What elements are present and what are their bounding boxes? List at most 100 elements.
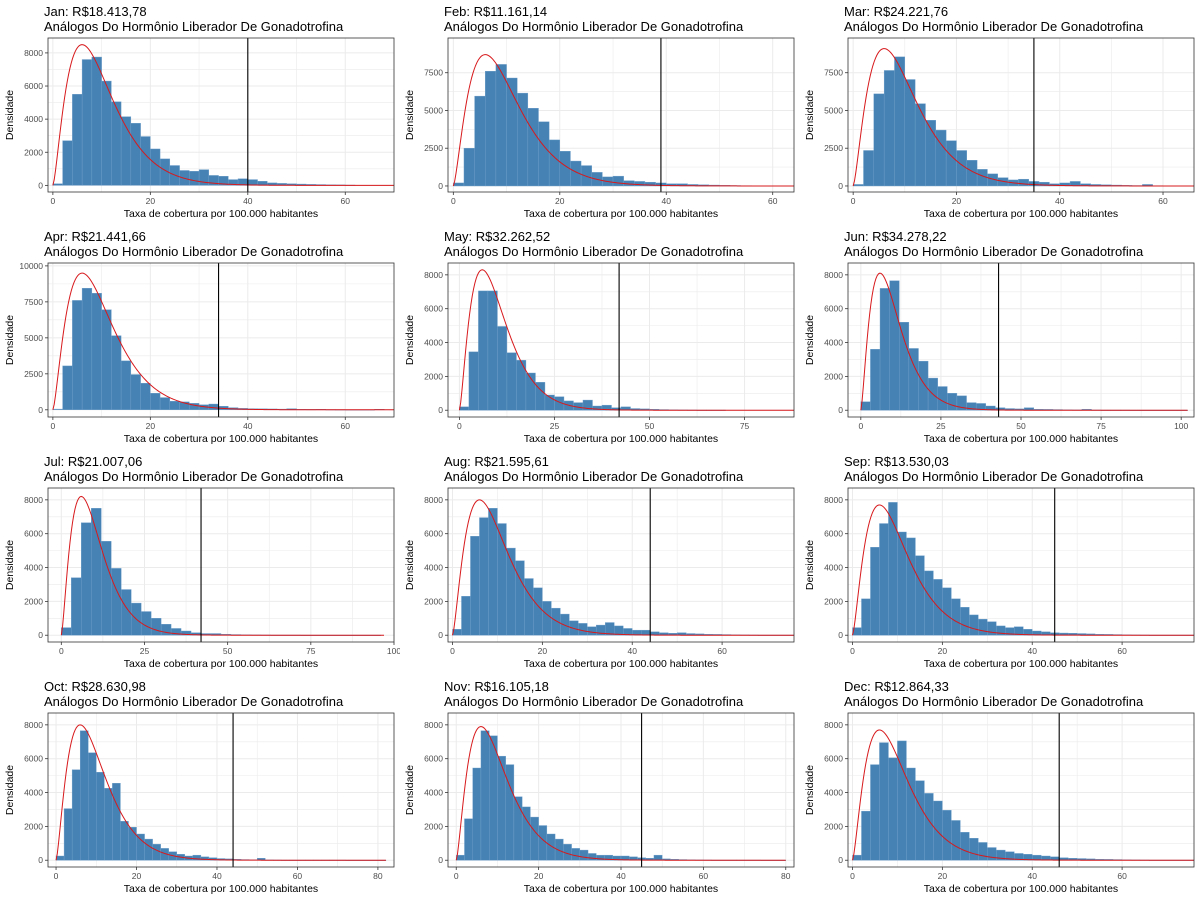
y-tick-label: 0: [38, 630, 43, 640]
y-axis-label: Densidade: [4, 540, 16, 590]
histogram-bar: [104, 788, 113, 861]
histogram-bar: [897, 740, 907, 861]
chart-title: Apr: R$21.441,66: [44, 229, 146, 244]
histogram-bar: [560, 613, 570, 636]
histogram-bar: [62, 365, 73, 411]
histogram-bars: [852, 740, 1195, 861]
y-tick-label: 4000: [24, 788, 43, 798]
histogram-bar: [548, 139, 560, 187]
y-tick-label: 7500: [24, 297, 43, 307]
histogram-bar: [111, 568, 122, 636]
histogram-bar: [136, 833, 145, 861]
y-tick-label: 2500: [424, 143, 443, 153]
y-tick-label: 2000: [424, 821, 443, 831]
y-tick-label: 8000: [24, 48, 43, 58]
histogram-bar: [924, 793, 934, 861]
x-tick-label: 20: [538, 646, 548, 656]
density-curve: [60, 495, 385, 636]
y-tick-label: 8000: [24, 495, 43, 505]
histogram-bar: [888, 757, 898, 861]
histogram-bar: [472, 767, 482, 861]
histogram-bar: [554, 838, 564, 861]
histogram-bar: [497, 326, 508, 411]
y-tick-label: 0: [438, 855, 443, 865]
chart-title: Jul: R$21.007,06: [44, 454, 142, 469]
histogram-bar: [960, 832, 970, 861]
y-tick-label: 0: [838, 855, 843, 865]
y-tick-label: 6000: [824, 529, 843, 539]
histogram-bar: [879, 288, 890, 411]
x-tick-label: 80: [781, 871, 791, 881]
y-tick-label: 4000: [824, 338, 843, 348]
histogram-bar: [969, 838, 979, 861]
histogram-bar: [63, 808, 73, 861]
histogram-bar: [987, 621, 997, 636]
plot-border: [847, 487, 1195, 643]
y-axis-label: Densidade: [404, 315, 416, 365]
chart-subtitle: Análogos Do Hormônio Liberador De Gonado…: [44, 469, 344, 484]
histogram-bar: [506, 352, 517, 411]
y-axis-label: Densidade: [404, 765, 416, 815]
y-tick-label: 2000: [824, 371, 843, 381]
histogram-bar: [969, 614, 979, 636]
histogram-bar: [542, 601, 552, 636]
x-axis-label: Taxa de cobertura por 100.000 habitantes: [124, 883, 318, 895]
density-curve: [52, 44, 394, 186]
histogram-bar: [899, 322, 910, 411]
histogram-bar: [71, 577, 82, 636]
histogram-bar: [538, 121, 550, 187]
x-tick-label: 60: [1117, 871, 1127, 881]
axis-ticks: 0 20 40 60 0 2000 4000 6000 8000: [424, 495, 727, 656]
histogram-bar: [883, 70, 895, 187]
axis-ticks: 0 25 50 75 0 2000 4000 6000 8000: [424, 270, 749, 431]
x-tick-label: 60: [699, 871, 709, 881]
x-tick-label: 20: [938, 646, 948, 656]
histogram-bars: [852, 502, 1195, 636]
plot-border: [447, 262, 795, 418]
density-curve: [852, 729, 1194, 861]
chart-panel: May: R$32.262,52 Análogos Do Hormônio Lib…: [400, 225, 800, 450]
histogram-bar: [88, 752, 97, 861]
histogram-bar: [653, 854, 663, 861]
histogram-bar: [461, 596, 471, 636]
y-tick-label: 2000: [424, 371, 443, 381]
histogram-bar: [101, 541, 112, 636]
histogram-bar: [1018, 178, 1029, 187]
x-tick-label: 40: [1055, 196, 1065, 206]
x-tick-label: 0: [54, 871, 59, 881]
histogram-bar: [130, 374, 141, 411]
y-tick-label: 6000: [424, 529, 443, 539]
x-axis-label: Taxa de cobertura por 100.000 habitantes: [124, 658, 318, 670]
histogram-bar: [81, 59, 93, 186]
histogram-bar: [101, 309, 112, 411]
x-tick-label: 20: [132, 871, 142, 881]
y-tick-label: 4000: [24, 114, 43, 124]
histogram-bar: [906, 537, 916, 636]
histogram-bar: [72, 300, 83, 411]
plot-border: [47, 487, 395, 643]
y-tick-label: 2000: [24, 147, 43, 157]
chart-title: Mar: R$24.221,76: [844, 4, 948, 19]
histogram-bar: [951, 820, 961, 861]
histogram-bar: [101, 80, 112, 186]
y-tick-label: 4000: [424, 338, 443, 348]
chart-title: Sep: R$13.530,03: [844, 454, 949, 469]
y-tick-label: 6000: [24, 81, 43, 91]
density-curve: [55, 724, 386, 861]
y-tick-label: 0: [838, 181, 843, 191]
x-tick-label: 20: [938, 871, 948, 881]
plot-border: [447, 487, 795, 643]
histogram-bar: [897, 531, 907, 636]
chart-subtitle: Análogos Do Hormônio Liberador De Gonado…: [444, 469, 744, 484]
axis-ticks: 0 25 50 75 100 0 2000 4000 6000 8000: [24, 495, 400, 656]
chart-subtitle: Análogos Do Hormônio Liberador De Gonado…: [844, 694, 1144, 709]
histogram-bar: [870, 349, 881, 411]
density-curve: [452, 54, 794, 187]
plot-border: [847, 712, 1195, 868]
histogram-bar: [55, 855, 65, 861]
histogram-bar: [915, 555, 925, 636]
x-tick-label: 0: [457, 421, 462, 431]
